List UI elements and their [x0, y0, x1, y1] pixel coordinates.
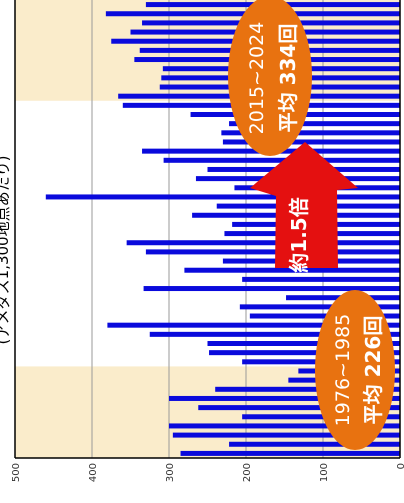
bar	[45, 194, 401, 200]
bar	[126, 240, 401, 246]
bar	[239, 304, 400, 310]
period2-oval: 2015~2024 平均 334回	[228, 0, 312, 156]
bar	[229, 121, 400, 127]
bar	[242, 414, 400, 420]
tick-label: 500	[11, 463, 22, 482]
period2-average: 平均 334回	[276, 24, 300, 133]
tick-label: 300	[165, 463, 176, 482]
period2-years: 2015~2024	[246, 22, 268, 135]
period1-years: 1976~1985	[332, 314, 354, 427]
bar	[242, 276, 400, 282]
increase-arrow: 約1.5倍	[250, 142, 358, 273]
bar	[198, 405, 400, 411]
bar	[222, 139, 400, 145]
tick-label: 400	[88, 463, 99, 482]
ratio-label: 約1.5倍	[287, 197, 311, 272]
bar	[169, 395, 400, 401]
period1-oval: 1976~1985 平均 226回	[315, 290, 395, 450]
bar	[249, 313, 400, 319]
tick-label: 100	[319, 463, 330, 482]
bar	[221, 130, 400, 136]
chart-title: (アメダス1,300地点あたり)	[0, 156, 12, 345]
bar	[143, 286, 400, 292]
bar	[207, 341, 400, 346]
bar	[209, 350, 400, 356]
bar	[149, 331, 400, 337]
bar	[163, 157, 400, 163]
tick-label: 0	[396, 463, 404, 469]
bar	[180, 450, 400, 456]
bar	[145, 249, 400, 255]
bar	[215, 386, 400, 392]
bar	[107, 322, 401, 328]
bar	[184, 267, 400, 273]
bar	[172, 432, 400, 438]
tick-label: 200	[242, 463, 253, 482]
period1-average: 平均 226回	[361, 316, 385, 425]
bar	[229, 441, 400, 447]
bar	[169, 423, 400, 429]
